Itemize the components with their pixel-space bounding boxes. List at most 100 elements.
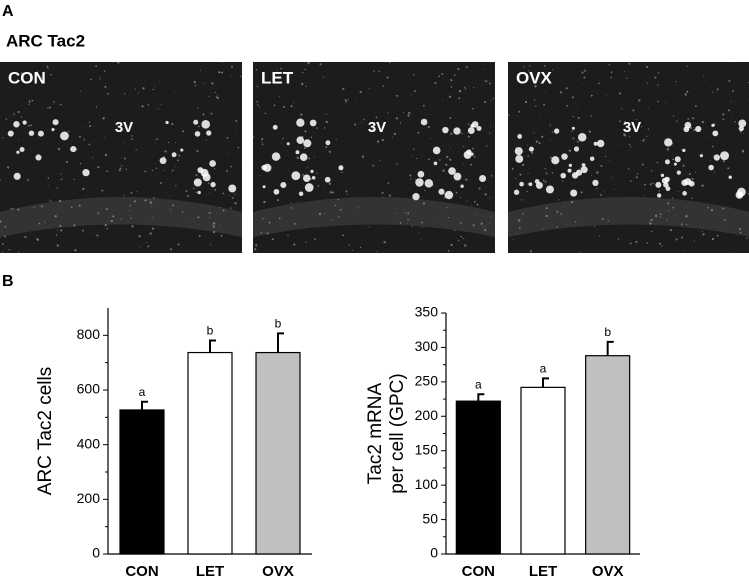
speckle <box>467 135 470 138</box>
speckle <box>11 208 14 210</box>
speckle <box>545 207 548 210</box>
speckle <box>669 228 673 232</box>
speckle <box>5 118 8 120</box>
speckle <box>590 114 592 117</box>
speckle <box>624 71 626 73</box>
speckle <box>137 92 139 94</box>
speckle <box>78 204 81 207</box>
y-tick-label: 300 <box>415 338 439 354</box>
speckle <box>533 132 535 134</box>
speckle <box>85 127 87 129</box>
speckle <box>466 200 467 202</box>
speckle <box>556 226 558 228</box>
speckle <box>692 117 695 120</box>
speckle <box>490 125 492 127</box>
cell <box>7 130 14 137</box>
speckle <box>521 163 525 167</box>
speckle <box>74 249 77 252</box>
speckle <box>300 113 303 116</box>
speckle <box>628 62 631 65</box>
speckle <box>723 218 726 221</box>
speckle <box>474 200 476 203</box>
speckle <box>490 100 492 102</box>
speckle <box>302 183 304 185</box>
error-bar <box>277 332 284 353</box>
speckle <box>237 146 240 149</box>
speckle <box>59 224 62 227</box>
speckle <box>130 191 133 194</box>
speckle <box>287 234 289 236</box>
speckle <box>455 191 458 194</box>
speckle <box>582 144 583 145</box>
speckle <box>675 80 677 83</box>
cell <box>442 126 449 134</box>
speckle <box>202 82 204 84</box>
speckle <box>512 238 514 240</box>
speckle <box>623 102 625 103</box>
speckle <box>646 88 648 90</box>
speckle <box>731 90 734 92</box>
speckle <box>187 195 190 198</box>
speckle <box>485 80 488 83</box>
cell <box>738 119 747 128</box>
speckle <box>447 216 450 219</box>
cell <box>466 149 472 155</box>
speckle <box>676 120 678 122</box>
significance-label: b <box>275 317 282 331</box>
speckle <box>197 216 200 219</box>
speckle <box>545 90 547 92</box>
speckle <box>549 140 551 142</box>
speckle <box>164 169 165 171</box>
speckle <box>598 82 600 85</box>
speckle <box>475 213 477 215</box>
speckle <box>746 237 748 239</box>
speckle <box>176 159 179 162</box>
speckle <box>687 118 690 120</box>
speckle <box>381 138 384 142</box>
speckle <box>472 107 474 110</box>
speckle <box>338 216 340 218</box>
cell <box>295 150 300 155</box>
speckle <box>235 129 237 131</box>
speckle <box>581 71 584 74</box>
speckle <box>341 171 343 173</box>
speckle <box>152 197 155 199</box>
speckle <box>667 202 670 205</box>
speckle <box>734 120 736 123</box>
speckle <box>448 95 452 98</box>
speckle <box>511 167 514 170</box>
speckle <box>409 174 412 177</box>
speckle <box>290 207 292 209</box>
speckle <box>363 118 365 121</box>
cell <box>16 150 20 154</box>
speckle <box>453 181 454 182</box>
speckle <box>657 72 660 74</box>
speckle <box>144 80 145 82</box>
x-tick-label: LET <box>529 563 557 580</box>
speckle <box>351 249 353 251</box>
speckle <box>155 143 156 144</box>
speckle <box>642 163 644 165</box>
speckle <box>415 216 416 217</box>
speckle <box>388 61 391 64</box>
speckle <box>332 191 334 194</box>
significance-label: b <box>207 324 214 338</box>
speckle <box>304 130 307 133</box>
speckle <box>399 221 402 224</box>
speckle <box>529 250 532 253</box>
speckle <box>118 169 121 172</box>
speckle <box>646 66 649 69</box>
speckle <box>150 206 152 207</box>
speckle <box>328 150 331 153</box>
speckle <box>219 206 221 208</box>
speckle <box>371 129 374 131</box>
speckle <box>372 164 375 167</box>
panel-label: A <box>2 3 14 20</box>
speckle <box>628 196 630 198</box>
speckle <box>657 100 660 103</box>
speckle <box>314 238 316 240</box>
speckle <box>205 139 207 141</box>
speckle <box>584 69 587 72</box>
speckle <box>644 188 646 190</box>
cell <box>444 190 454 200</box>
